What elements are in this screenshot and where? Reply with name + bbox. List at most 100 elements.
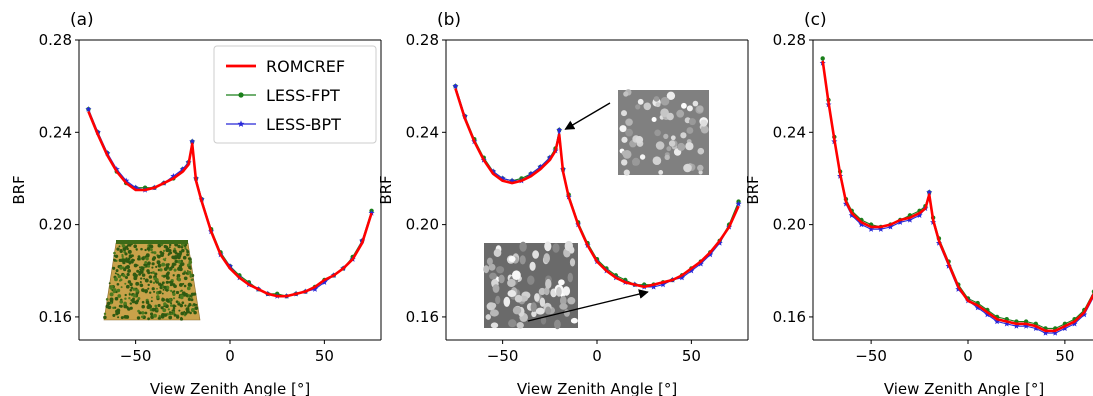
perspective-crown xyxy=(493,248,502,257)
canopy-tree-dot xyxy=(152,256,157,260)
canopy-tree-dot xyxy=(189,311,192,315)
canopy-tree-dot xyxy=(169,266,173,271)
legend-label-romcref: ROMCREF xyxy=(266,57,345,76)
canopy-tree-dot xyxy=(190,298,194,302)
point-less-bpt xyxy=(170,172,177,179)
canopy-tree-dot xyxy=(177,301,180,304)
canopy-tree-dot xyxy=(149,248,153,252)
canopy-tree-dot xyxy=(130,286,134,290)
canopy-tree-dot xyxy=(166,271,170,275)
perspective-crown xyxy=(508,256,516,262)
perspective-crown xyxy=(556,286,562,297)
perspective-crown xyxy=(544,287,550,296)
perspective-crown xyxy=(558,279,565,286)
panel-a-legend: ROMCREF LESS-FPT LESS-BPT xyxy=(213,45,377,144)
canopy-tree-dot xyxy=(174,305,177,308)
point-less-bpt xyxy=(848,212,855,218)
canopy-tree-dot xyxy=(114,272,117,275)
canopy-tree-dot xyxy=(135,281,140,286)
x-tick-label: 50 xyxy=(682,347,701,365)
top-view-crown xyxy=(655,141,665,150)
y-tick-label: 0.20 xyxy=(406,216,439,234)
canopy-tree-dot xyxy=(106,301,111,306)
x-tick-label: 50 xyxy=(1055,347,1074,365)
canopy-tree-dot xyxy=(144,261,148,264)
top-view-crown xyxy=(660,96,670,106)
point-less-bpt xyxy=(527,170,534,177)
top-view-crown xyxy=(698,170,703,175)
canopy-tree-dot xyxy=(165,285,170,290)
point-less-bpt xyxy=(1013,322,1020,329)
canopy-tree-dot xyxy=(124,293,127,297)
canopy-tree-dot xyxy=(140,266,145,271)
point-less-bpt xyxy=(1042,329,1049,336)
perspective-crown xyxy=(492,284,500,293)
canopy-tree-dot xyxy=(160,314,165,319)
perspective-crown xyxy=(507,279,516,287)
canopy-tree-dot xyxy=(183,284,186,288)
canopy-tree-dot xyxy=(176,315,180,319)
canopy-tree-dot xyxy=(165,274,169,278)
perspective-crown xyxy=(545,306,552,315)
canopy-tree-dot xyxy=(144,248,147,252)
canopy-tree-dot xyxy=(133,263,138,268)
canopy-tree-dot xyxy=(123,315,128,319)
canopy-tree-dot xyxy=(179,267,183,272)
canopy-tree-dot xyxy=(187,282,192,287)
canopy-tree-dot xyxy=(150,251,153,254)
canopy-tree-dot xyxy=(155,295,160,299)
canopy-tree-dot xyxy=(109,292,114,297)
canopy-tree-dot xyxy=(182,282,185,285)
canopy-tree-dot xyxy=(187,257,191,260)
perspective-crown xyxy=(569,246,575,254)
point-less-bpt xyxy=(1003,320,1010,327)
top-view-crown xyxy=(652,156,662,165)
canopy-tree-dot xyxy=(127,257,131,261)
perspective-crown xyxy=(527,275,535,285)
perspective-crown xyxy=(496,266,505,274)
canopy-tree-dot xyxy=(159,250,163,254)
canopy-tree-dot xyxy=(164,257,167,260)
canopy-tree-dot xyxy=(135,291,139,295)
canopy-tree-dot xyxy=(124,282,127,285)
top-view-crown xyxy=(651,117,657,122)
point-less-bpt xyxy=(189,138,196,145)
top-view-crown xyxy=(623,169,630,176)
canopy-tree-dot xyxy=(130,299,133,302)
panel-a-insets xyxy=(103,240,201,321)
canopy-tree-dot xyxy=(163,285,167,290)
perspective-crown xyxy=(552,243,560,253)
canopy-tree-dot xyxy=(156,260,161,265)
top-view-crown xyxy=(655,102,661,108)
perspective-crown xyxy=(519,241,527,252)
canopy-tree-dot xyxy=(141,304,145,309)
canopy-tree-dot xyxy=(103,315,107,320)
perspective-crown xyxy=(490,302,497,309)
x-tick-label: −50 xyxy=(120,347,152,365)
canopy-tree-dot xyxy=(168,252,171,255)
canopy-tree-dot xyxy=(151,307,156,312)
canopy-tree-dot xyxy=(126,272,130,277)
point-less-bpt xyxy=(688,267,695,274)
canopy-tree-dot xyxy=(128,254,133,259)
panel-a-xlabel: View Zenith Angle [°] xyxy=(150,380,310,396)
panel-a-label: (a) xyxy=(70,10,94,30)
top-view-crown xyxy=(676,109,685,118)
canopy-tree-dot xyxy=(105,298,109,301)
point-less-bpt xyxy=(678,274,685,281)
x-tick-label: 0 xyxy=(225,347,235,365)
canopy-tree-dot xyxy=(127,280,132,284)
canopy-tree-dot xyxy=(124,275,129,280)
canopy-tree-dot xyxy=(146,269,150,273)
canopy-tree-dot xyxy=(144,266,147,269)
canopy-tree-dot xyxy=(185,272,188,275)
canopy-tree-dot xyxy=(136,316,141,320)
canopy-tree-dot xyxy=(132,287,136,291)
canopy-tree-dot xyxy=(132,297,135,301)
canopy-tree-dot xyxy=(167,308,170,311)
top-view-crown xyxy=(621,110,627,117)
top-view-crown xyxy=(635,136,644,144)
top-view-crown xyxy=(692,100,699,107)
canopy-tree-dot xyxy=(134,300,139,305)
point-less-bpt xyxy=(926,189,933,195)
